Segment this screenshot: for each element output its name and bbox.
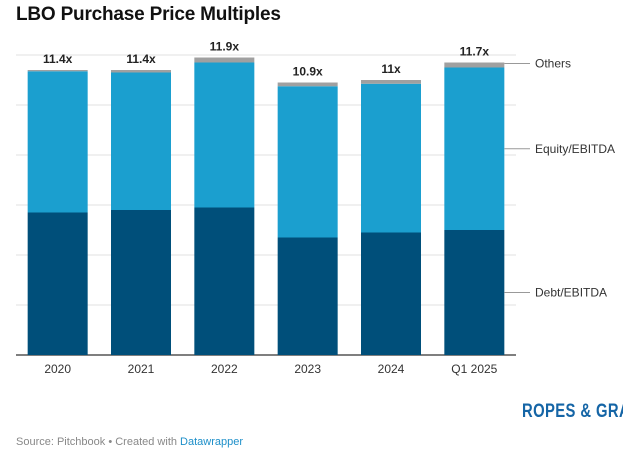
bars — [27, 57, 505, 355]
bar-equity-ebitda-2020 — [27, 71, 88, 213]
x-tick-label: 2021 — [128, 362, 155, 376]
bar-debt-ebitda-q1-2025 — [444, 230, 505, 355]
x-tick-label: 2024 — [378, 362, 405, 376]
bar-equity-ebitda-2024 — [361, 83, 421, 233]
source-text: Source: Pitchbook • Created with — [16, 436, 181, 448]
legend-label-others: Others — [535, 57, 571, 71]
x-tick-label: 2022 — [211, 362, 238, 376]
bar-debt-ebitda-2024 — [361, 232, 421, 355]
x-tick-label: 2020 — [44, 362, 71, 376]
ropes-gray-logo: ROPES & GRAY — [522, 401, 623, 422]
bar-equity-ebitda-q1-2025 — [444, 67, 505, 230]
bar-others-2021 — [111, 70, 171, 73]
x-tick-label: 2023 — [294, 362, 321, 376]
bar-debt-ebitda-2023 — [277, 237, 338, 355]
total-label: 11.4x — [126, 52, 156, 66]
legend-label-debt-ebitda: Debt/EBITDA — [535, 286, 607, 300]
total-label: 11.9x — [210, 40, 240, 54]
gridlines — [16, 54, 516, 356]
bar-others-2024 — [361, 80, 421, 84]
legend-label-equity-ebitda: Equity/EBITDA — [535, 142, 615, 156]
bar-debt-ebitda-2022 — [194, 207, 255, 355]
total-label: 11.4x — [43, 52, 73, 66]
bar-others-2023 — [277, 82, 338, 87]
bar-debt-ebitda-2020 — [27, 212, 88, 355]
datawrapper-link[interactable]: Datawrapper — [180, 436, 244, 448]
chart-title: LBO Purchase Price Multiples — [16, 4, 281, 25]
legend: Debt/EBITDA Equity/EBITDA Others — [504, 57, 615, 300]
labels: 11.4x 2020 11.4x 2021 11.9x 2022 10.9x 2023 11x 2… — [43, 40, 498, 377]
bar-others-q1-2025 — [444, 62, 505, 68]
bar-debt-ebitda-2021 — [111, 210, 171, 355]
bar-equity-ebitda-2022 — [194, 62, 255, 208]
bar-others-2020 — [27, 70, 88, 72]
source-note: Source: Pitchbook • Created with Datawra… — [16, 436, 243, 448]
bar-equity-ebitda-2021 — [111, 72, 171, 210]
bar-equity-ebitda-2023 — [277, 86, 338, 238]
total-label: 11.7x — [460, 45, 490, 59]
total-label: 10.9x — [293, 65, 323, 79]
total-label: 11x — [381, 62, 401, 76]
bar-others-2022 — [194, 57, 255, 63]
x-tick-label: Q1 2025 — [451, 362, 497, 376]
